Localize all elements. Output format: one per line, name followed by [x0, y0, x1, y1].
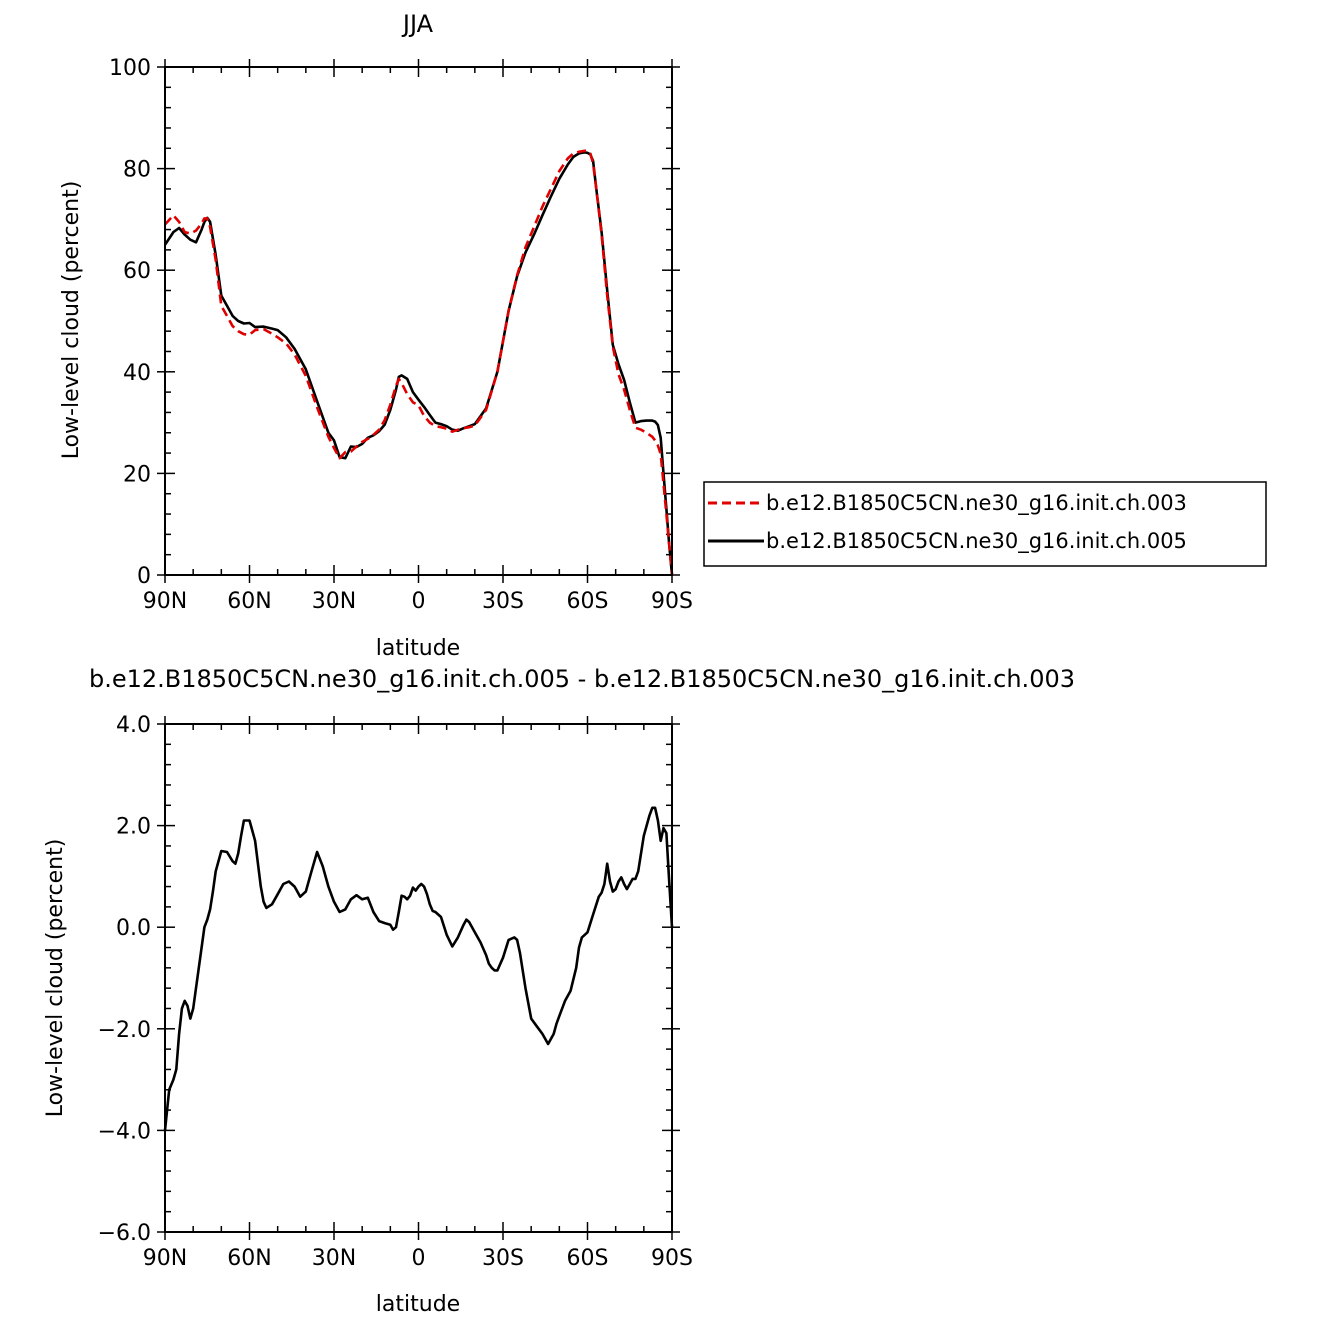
y-tick-label: 40	[123, 361, 151, 386]
x-tick-label: 30S	[482, 589, 524, 614]
x-tick-label: 30N	[312, 1246, 356, 1271]
series-0-line	[164, 149, 674, 576]
y-tick-label: 60	[123, 259, 151, 284]
legend-box	[703, 481, 1267, 567]
x-tick-label: 90N	[143, 589, 187, 614]
y-tick-label: 20	[123, 462, 151, 487]
bottom-chart-series	[163, 806, 674, 1131]
x-tick-label: 60S	[567, 589, 609, 614]
y-tick-label: −6.0	[98, 1221, 151, 1246]
x-tick-label: 90S	[651, 589, 693, 614]
y-tick-label: 80	[123, 158, 151, 183]
bottom-chart-frame	[164, 723, 673, 1233]
top-chart-xlabel: latitude	[376, 636, 460, 661]
legend: b.e12.B1850C5CN.ne30_g16.init.ch.003 b.e…	[703, 481, 1267, 567]
y-tick-label: 0	[137, 564, 151, 589]
top-chart-ticks: 90N 60N 30N 0 30S 60S 90S 0 20 40 60 80 100	[109, 56, 693, 614]
x-tick-label: 60S	[567, 1246, 609, 1271]
top-chart-title: JJA	[401, 10, 434, 38]
legend-series-1-label: b.e12.B1850C5CN.ne30_g16.init.ch.005	[766, 529, 1187, 554]
x-tick-label: 60N	[227, 1246, 271, 1271]
bottom-chart-ylabel: Low-level cloud (percent)	[43, 839, 68, 1118]
top-chart: JJA latitude Low-level cloud (percent) 9…	[59, 10, 1267, 661]
series-0-line	[163, 806, 674, 1131]
legend-series-0-label: b.e12.B1850C5CN.ne30_g16.init.ch.003	[766, 491, 1187, 516]
x-tick-label: 30N	[312, 589, 356, 614]
x-tick-label: 0	[412, 589, 426, 614]
y-tick-label: 0.0	[116, 916, 151, 941]
x-tick-label: 60N	[227, 589, 271, 614]
top-chart-ylabel: Low-level cloud (percent)	[59, 181, 84, 460]
bottom-chart-title: b.e12.B1850C5CN.ne30_g16.init.ch.005 - b…	[89, 665, 1075, 693]
bottom-chart-ticks: 90N 60N 30N 0 30S 60S 90S −6.0 −4.0 −2.0 0.0 2.0 4.0	[98, 713, 693, 1271]
y-tick-label: −4.0	[98, 1119, 151, 1144]
bottom-chart: b.e12.B1850C5CN.ne30_g16.init.ch.005 - b…	[43, 665, 1075, 1317]
y-tick-label: 2.0	[116, 815, 151, 840]
y-tick-label: −2.0	[98, 1018, 151, 1043]
series-1-line	[163, 151, 674, 576]
y-tick-label: 100	[109, 56, 151, 81]
top-chart-series	[163, 149, 674, 576]
bottom-chart-xlabel: latitude	[376, 1292, 460, 1317]
x-tick-label: 30S	[482, 1246, 524, 1271]
top-chart-frame	[164, 66, 673, 576]
y-tick-label: 4.0	[116, 713, 151, 738]
x-tick-label: 90S	[651, 1246, 693, 1271]
x-tick-label: 90N	[143, 1246, 187, 1271]
x-tick-label: 0	[412, 1246, 426, 1271]
